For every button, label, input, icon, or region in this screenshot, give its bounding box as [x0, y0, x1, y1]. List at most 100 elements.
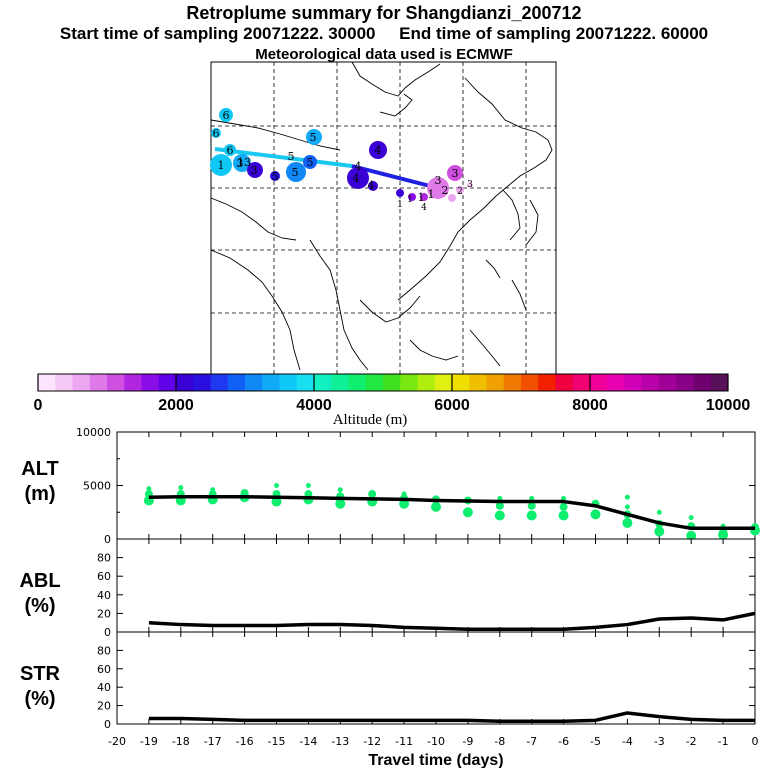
colorbar-cell — [693, 374, 712, 391]
cluster-marker — [286, 162, 306, 182]
y-tick-label: 0 — [104, 533, 111, 546]
altitude-cluster — [337, 487, 343, 493]
trajectory-segment — [351, 164, 431, 188]
x-tick-label: -2 — [686, 735, 697, 748]
chart-title: Retroplume summary for Shangdianzi_20071… — [186, 3, 582, 23]
panel-abl: 0 20 40 60 80 ABL (%) — [19, 538, 756, 639]
cluster-marker — [347, 167, 369, 189]
colorbar-title: Altitude (m) — [333, 412, 408, 428]
x-tick-label: -10 — [427, 735, 445, 748]
altitude-cluster — [146, 486, 152, 492]
colorbar-cell — [710, 374, 729, 391]
cluster-marker — [369, 141, 387, 159]
x-tick-label: -16 — [236, 735, 254, 748]
colorbar-cell — [176, 374, 194, 391]
altitude-cluster — [624, 504, 630, 510]
x-tick-label: -6 — [558, 735, 569, 748]
x-tick-label: -18 — [172, 735, 190, 748]
cluster-label: 5 — [292, 166, 299, 179]
panel-alt: 0 5000 10000 ALT (m) — [21, 426, 760, 546]
x-tick-label: 0 — [752, 735, 759, 748]
cluster-label: 3 — [452, 167, 459, 180]
altitude-cluster — [622, 517, 633, 528]
plume-clusters — [210, 108, 473, 202]
panel-ylabel-unit: (%) — [24, 688, 55, 710]
colorbar-cell — [383, 374, 401, 391]
colorbar-cell — [193, 374, 211, 391]
altitude-cluster — [624, 494, 630, 500]
x-tick-label: -20 — [108, 735, 126, 748]
colorbar-cell — [521, 374, 539, 391]
colorbar-tick-label: 6000 — [434, 397, 470, 414]
map-grid — [211, 62, 556, 374]
colorbar-cell — [210, 374, 229, 391]
y-tick-label: 5000 — [83, 480, 111, 493]
cluster-marker — [303, 155, 317, 169]
coastlines — [210, 61, 553, 371]
colorbar-cell — [331, 374, 349, 391]
cluster-label: 2 — [457, 187, 463, 197]
colorbar-cell — [659, 374, 677, 391]
colorbar-cell — [572, 374, 591, 391]
x-tick-label: -15 — [268, 735, 286, 748]
x-tick-label: -19 — [140, 735, 158, 748]
colorbar-cell — [279, 374, 298, 391]
panel-ylabel-unit: (m) — [24, 483, 55, 505]
colorbar-cell — [296, 374, 315, 391]
colorbar-cell — [503, 374, 522, 391]
panel-ylabel: ABL — [19, 570, 60, 592]
altitude-cluster — [462, 507, 473, 518]
cluster-label: 1 — [418, 191, 425, 204]
colorbar-tick-label: 10000 — [706, 397, 751, 414]
y-tick-label: 20 — [97, 607, 111, 620]
y-tick-label: 40 — [97, 589, 111, 602]
colorbar-cell — [141, 374, 160, 391]
panel-ylabel: ALT — [21, 458, 58, 480]
altitude-cluster — [561, 495, 567, 501]
cluster-label: 5 — [272, 170, 279, 183]
cluster-marker — [368, 181, 378, 191]
cluster-marker — [233, 154, 251, 172]
colorbar-cell — [400, 374, 418, 391]
cluster-marker — [456, 186, 464, 194]
cluster-marker — [396, 189, 404, 197]
altitude-cluster — [305, 483, 311, 488]
colorbar-cell — [38, 374, 56, 391]
cluster-label: 4 — [368, 179, 375, 192]
cluster-marker — [467, 182, 473, 188]
cluster-label: 1 — [428, 188, 435, 201]
cluster-marker — [306, 129, 322, 145]
cluster-label: 4 — [353, 172, 360, 185]
panel-ylabel-unit: (%) — [24, 595, 55, 617]
series-line — [148, 711, 755, 723]
cluster-label: 4 — [355, 160, 362, 173]
cluster-marker — [210, 154, 232, 176]
x-tick-label: -7 — [526, 735, 537, 748]
colorbar-cell — [72, 374, 91, 391]
cluster-label: 13 — [237, 156, 251, 169]
y-tick-label: 60 — [97, 663, 111, 676]
colorbar-ticks: 0 2000 4000 6000 8000 10000 — [34, 374, 751, 414]
time-panels: 0 5000 10000 ALT (m) 0 20 40 60 80 ABL (%) 0 20 40 60 80… — [19, 426, 760, 768]
colorbar-cell — [624, 374, 643, 391]
altitude-cluster — [495, 501, 504, 510]
y-tick-label: 20 — [97, 700, 111, 713]
x-tick-label: -11 — [395, 735, 413, 748]
map-frame — [210, 61, 557, 375]
colorbar-cell — [676, 374, 694, 391]
sampling-times: Start time of sampling 20071222. 30000 E… — [0, 24, 768, 44]
y-tick-label: 0 — [104, 626, 111, 639]
x-tick-label: -8 — [494, 735, 505, 748]
cluster-label: 3 — [251, 164, 258, 177]
colorbar-cell — [245, 374, 263, 391]
panel-str: 0 20 40 60 80 STR (%) — [20, 631, 756, 731]
x-tick-label: -5 — [590, 735, 601, 748]
series-line — [148, 494, 755, 531]
y-tick-label: 80 — [97, 644, 111, 657]
x-tick-label: -17 — [204, 735, 222, 748]
colorbar-cells — [38, 374, 729, 391]
cluster-label: 1 — [397, 200, 403, 210]
end-time-label: End time of sampling 20071222. 60000 — [399, 24, 709, 43]
